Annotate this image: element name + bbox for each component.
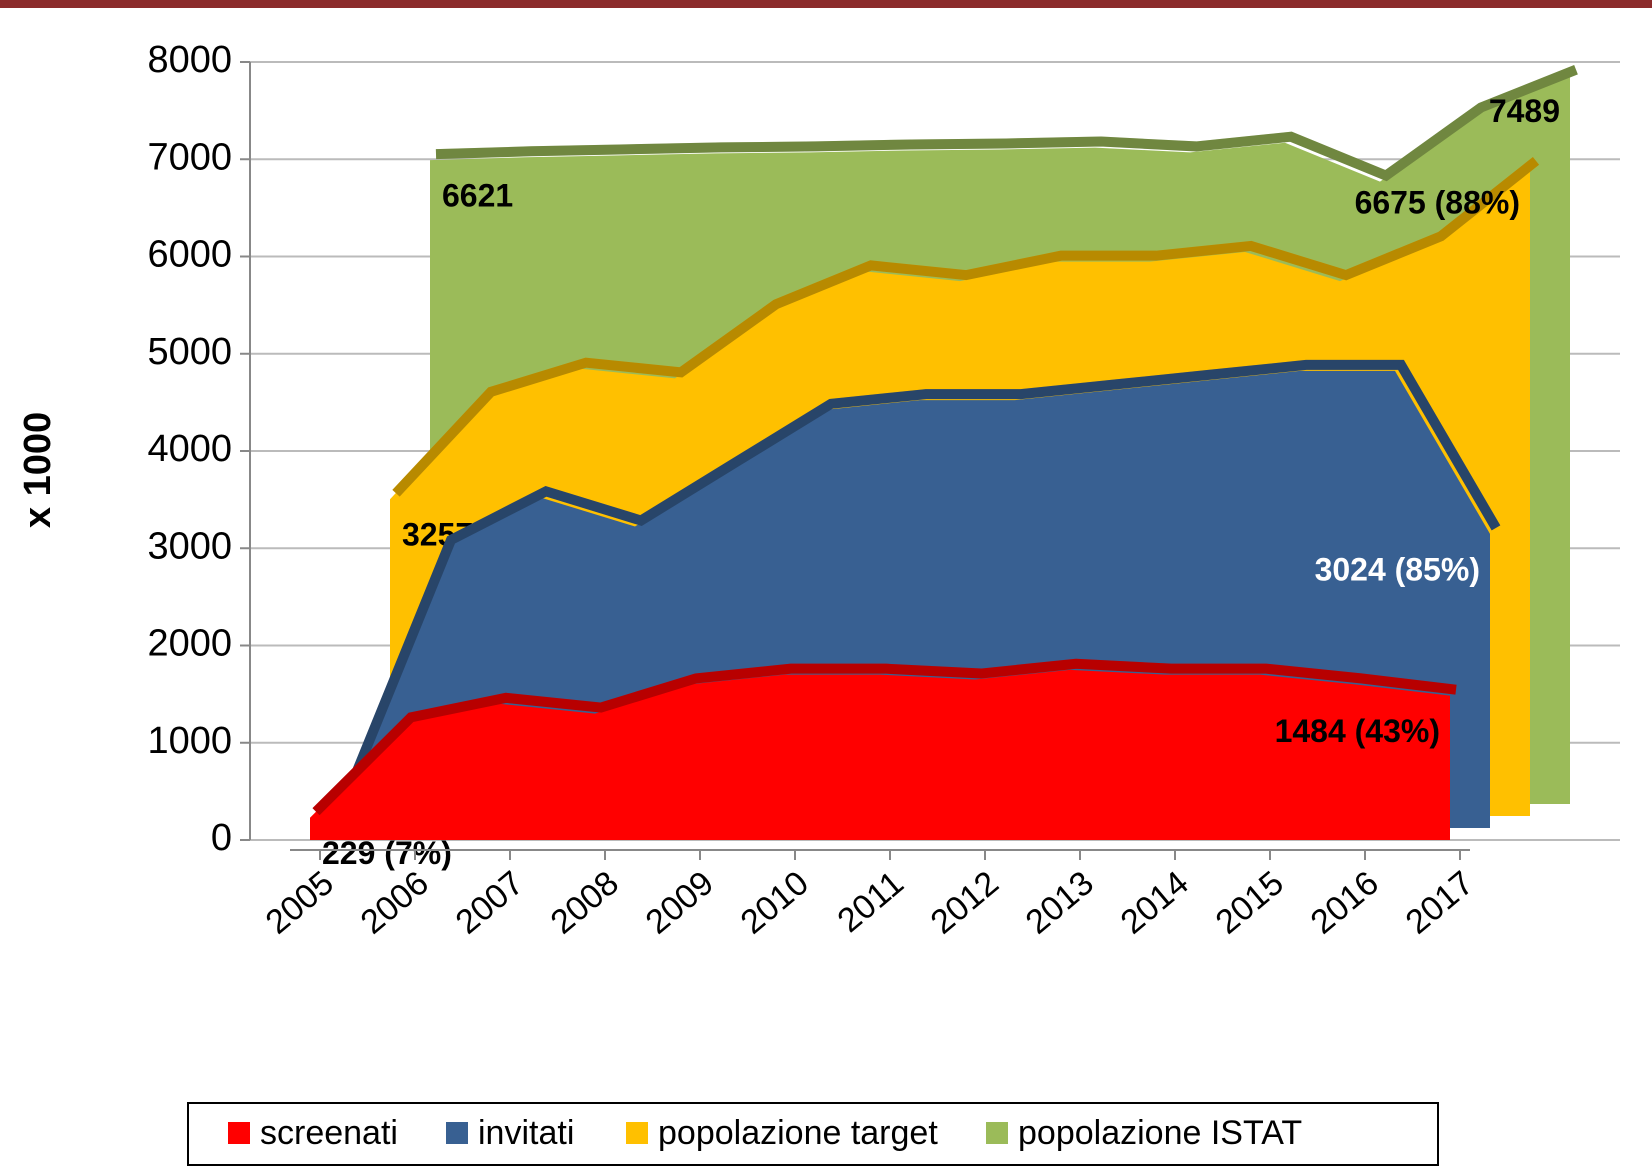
data-label: 1484 (43%) xyxy=(1275,713,1440,749)
x-tick-label: 2009 xyxy=(639,864,721,942)
x-tick-label: 2017 xyxy=(1399,864,1481,942)
area-top-edge xyxy=(435,65,1578,182)
y-tick-label: 7000 xyxy=(147,136,232,178)
area-top-edge xyxy=(351,359,1501,776)
data-label: 3024 (85%) xyxy=(1315,551,1480,587)
y-tick-label: 2000 xyxy=(147,623,232,665)
area-top-edge xyxy=(312,658,1457,816)
legend-label: popolazione ISTAT xyxy=(1018,1114,1302,1152)
data-label: 229 (7%) xyxy=(322,835,452,871)
area-top-shade xyxy=(435,65,1578,182)
legend-label: screenati xyxy=(260,1114,398,1152)
data-label: 7489 xyxy=(1489,93,1560,129)
x-tick-label: 2006 xyxy=(354,864,436,942)
legend-swatch xyxy=(446,1122,468,1144)
x-tick-label: 2007 xyxy=(449,864,531,942)
area xyxy=(310,669,1450,840)
x-tick-label: 2008 xyxy=(544,864,626,942)
y-tick-label: 5000 xyxy=(147,331,232,373)
data-label: 6675 (88%) xyxy=(1355,184,1520,220)
x-tick-label: 2010 xyxy=(734,864,816,942)
y-tick-label: 8000 xyxy=(147,39,232,81)
area-top-shade xyxy=(351,359,1501,776)
y-tick-label: 1000 xyxy=(147,720,232,762)
x-tick-label: 2005 xyxy=(259,864,341,942)
legend-swatch xyxy=(228,1122,250,1144)
legend-label: popolazione target xyxy=(658,1114,938,1152)
x-tick-label: 2014 xyxy=(1114,864,1196,942)
area-top-edge xyxy=(392,156,1540,497)
y-tick-label: 6000 xyxy=(147,234,232,276)
x-tick-label: 2011 xyxy=(830,864,910,940)
y-axis-label: x 1000 xyxy=(17,412,59,528)
header-strip xyxy=(0,0,1652,8)
legend-swatch xyxy=(986,1122,1008,1144)
y-tick-label: 3000 xyxy=(147,525,232,567)
area-top-shade xyxy=(312,658,1457,816)
y-tick-label: 0 xyxy=(211,817,232,859)
legend-swatch xyxy=(626,1122,648,1144)
legend-box xyxy=(187,1102,1439,1166)
x-tick-label: 2012 xyxy=(924,864,1006,942)
data-label: 6621 xyxy=(442,178,513,214)
legend-label: invitati xyxy=(478,1114,574,1152)
x-tick-label: 2015 xyxy=(1209,864,1291,942)
x-tick-label: 2013 xyxy=(1019,864,1101,942)
area-top-shade xyxy=(392,156,1540,497)
y-tick-label: 4000 xyxy=(147,428,232,470)
x-tick-label: 2016 xyxy=(1304,864,1386,942)
